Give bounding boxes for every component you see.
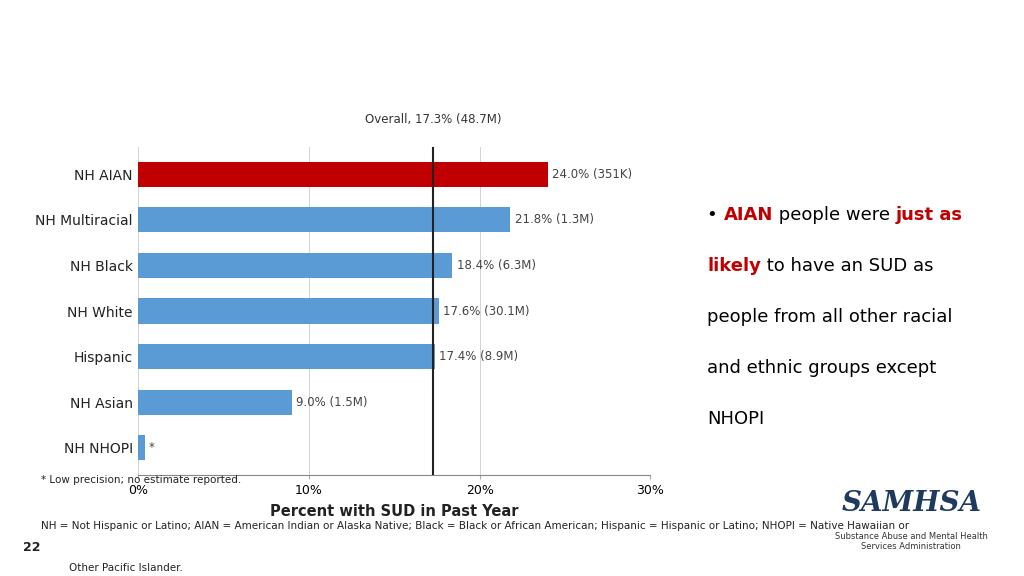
Text: Substance Use Disorder (SUD) in the Past Year by Racial and Ethnic
Groups: Among: Substance Use Disorder (SUD) in the Past… [34,35,990,89]
Text: 9.0% (1.5M): 9.0% (1.5M) [296,396,368,409]
Text: Substance Abuse and Mental Health
Services Administration: Substance Abuse and Mental Health Servic… [835,532,988,551]
Text: AIAN: AIAN [724,206,773,224]
Text: and ethnic groups except: and ethnic groups except [708,359,937,377]
Bar [138,162,548,187]
Bar [138,390,292,415]
Bar [138,253,453,278]
Text: 24.0% (351K): 24.0% (351K) [552,168,632,181]
Text: 22: 22 [23,541,40,554]
Text: NH = Not Hispanic or Latino; AIAN = American Indian or Alaska Native; Black = Bl: NH = Not Hispanic or Latino; AIAN = Amer… [41,521,909,531]
Text: to have an SUD as: to have an SUD as [761,257,934,275]
Bar [138,207,510,232]
Text: SAMHSA: SAMHSA [842,490,981,517]
Text: 21.8% (1.3M): 21.8% (1.3M) [514,213,594,226]
Text: Overall, 17.3% (48.7M): Overall, 17.3% (48.7M) [366,113,502,126]
Text: •: • [708,206,724,224]
Bar [138,298,438,324]
Text: people were: people were [773,206,896,224]
Text: 17.4% (8.9M): 17.4% (8.9M) [439,350,518,363]
Text: Other Pacific Islander.: Other Pacific Islander. [69,563,183,573]
Text: *: * [148,441,155,454]
Text: 18.4% (6.3M): 18.4% (6.3M) [457,259,536,272]
Bar [138,435,145,460]
Text: NHOPI: NHOPI [708,410,765,427]
Text: 17.6% (30.1M): 17.6% (30.1M) [443,305,529,317]
Text: * Low precision; no estimate reported.: * Low precision; no estimate reported. [41,475,242,485]
Bar [138,344,435,369]
Text: likely: likely [708,257,761,275]
Text: just as: just as [896,206,963,224]
X-axis label: Percent with SUD in Past Year: Percent with SUD in Past Year [270,504,518,519]
Text: people from all other racial: people from all other racial [708,308,952,326]
